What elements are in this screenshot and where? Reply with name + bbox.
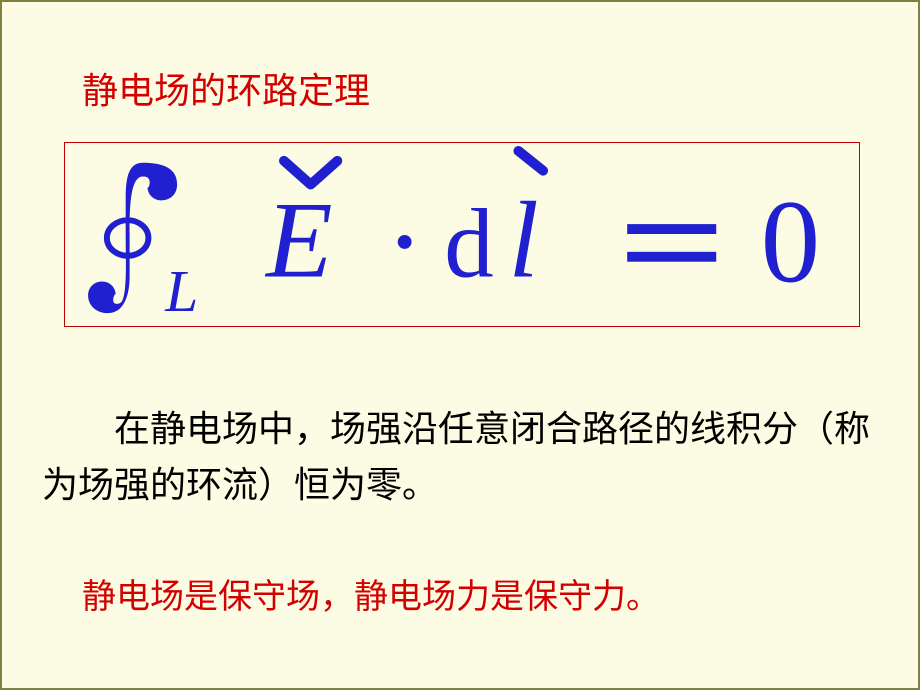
circulation-theorem-equation: L E d l 0 — [65, 143, 859, 326]
vector-e: E — [264, 161, 337, 301]
differential-d: d — [444, 190, 493, 299]
dot-operator-icon — [398, 235, 412, 249]
slide: 静电场的环路定理 L E d l — [2, 2, 918, 688]
conclusion-text: 静电场是保守场，静电场力是保守力。 — [82, 572, 878, 623]
body-paragraph: 在静电场中，场强沿任意闭合路径的线积分（称为场强的环流）恒为零。 — [42, 402, 878, 514]
vector-l: l — [508, 151, 543, 301]
integral-subscript: L — [164, 258, 198, 324]
equals-sign-icon — [627, 224, 716, 262]
svg-text:l: l — [508, 180, 538, 301]
body-text-content: 在静电场中，场强沿任意闭合路径的线积分（称为场强的环流）恒为零。 — [42, 409, 870, 505]
svg-text:E: E — [264, 180, 332, 301]
slide-title: 静电场的环路定理 — [82, 62, 370, 114]
integral-symbol-icon — [88, 163, 177, 313]
equation-box: L E d l 0 — [64, 142, 860, 327]
result-zero: 0 — [761, 175, 820, 307]
